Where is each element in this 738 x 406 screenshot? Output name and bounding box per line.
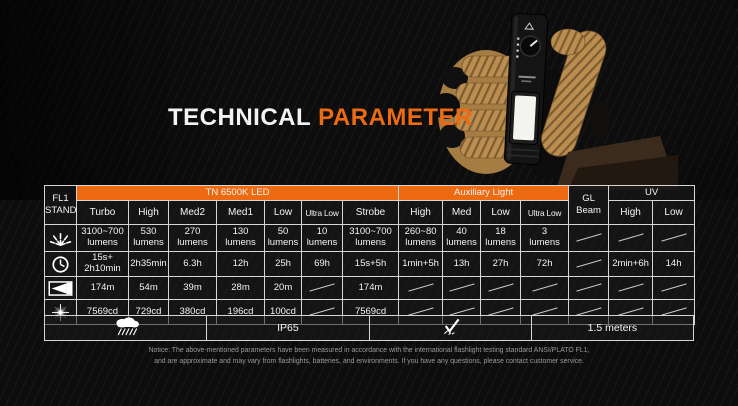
spec-value-cell: 27h [480, 251, 522, 277]
not-applicable-slash [448, 283, 475, 292]
gl-beam-header: GL Beam [568, 185, 610, 225]
notice-text: Notice: The above-mentioned parameters h… [148, 347, 590, 366]
not-applicable-slash [407, 283, 434, 292]
uv-group-header: UV [608, 185, 696, 201]
spec-value-cell: 15s+5h [341, 251, 400, 277]
spec-empty-cell [652, 224, 696, 252]
summary-strip: IP65 1.5 meters [44, 315, 694, 341]
ip-rating-cell: IP65 [206, 316, 368, 340]
impact-cell [368, 316, 531, 340]
spec-value-cell: 530 lumens [128, 224, 169, 252]
spec-value-cell: 39m [168, 276, 217, 300]
spec-empty-cell [568, 251, 610, 277]
spec-empty-cell [568, 224, 610, 252]
not-applicable-slash [575, 283, 602, 292]
mode-header: Ultra Low [301, 200, 343, 225]
spec-value-cell: 3100~700 lumens [341, 224, 400, 252]
mode-header: Ultra Low [520, 200, 570, 225]
impact-resistance-check-icon [439, 317, 462, 339]
runtime-clock-icon [44, 251, 77, 277]
not-applicable-slash [617, 233, 644, 242]
spec-value-cell: 50 lumens [264, 224, 302, 252]
spec-value-cell: 12h [216, 251, 265, 277]
not-applicable-slash [617, 283, 644, 292]
spec-value-cell: 28m [216, 276, 265, 300]
mode-header: Strobe [341, 200, 400, 225]
not-applicable-slash [487, 283, 514, 292]
page-title: TECHNICAL PARAMETER [168, 104, 473, 132]
spec-empty-cell [520, 276, 570, 300]
mode-header: High [398, 200, 444, 225]
spec-value-cell: 69h [301, 251, 343, 277]
spec-value-cell: 260~80 lumens [398, 224, 444, 252]
spec-empty-cell [608, 276, 654, 300]
spec-empty-cell [301, 276, 343, 300]
spec-empty-cell [608, 224, 654, 252]
spec-value-cell: 3 lumens [520, 224, 570, 252]
mode-header: High [608, 200, 654, 225]
spec-value-cell: 3100~700 lumens [76, 224, 129, 252]
rain-weather-icon [111, 316, 141, 340]
spec-table-body: 3100~700 lumens 530 lumens 270 lumens 130 l… [44, 224, 696, 325]
not-applicable-slash [575, 259, 602, 268]
spec-value-cell: 40 lumens [442, 224, 482, 252]
spec-value-cell: 270 lumens [168, 224, 217, 252]
product-photo [432, 12, 678, 190]
spec-value-cell: 10 lumens [301, 224, 343, 252]
brightness-icon [44, 224, 77, 252]
spec-value-cell: 2h35min [128, 251, 169, 277]
spec-empty-cell [652, 276, 696, 300]
spec-empty-cell [568, 276, 610, 300]
spec-value-cell: 20m [264, 276, 302, 300]
spec-value-cell: 6.3h [168, 251, 217, 277]
waterproof-cell [45, 316, 206, 340]
page-title-orange: PARAMETER [318, 104, 473, 131]
page-title-white: TECHNICAL [168, 104, 312, 131]
spec-value-cell: 25h [264, 251, 302, 277]
spec-value-cell: 18 lumens [480, 224, 522, 252]
mode-header: Turbo [76, 200, 129, 225]
mode-header: High [128, 200, 169, 225]
spec-value-cell: 14h [652, 251, 696, 277]
spec-value-cell: 2min+6h [608, 251, 654, 277]
auxiliary-light-group-header: Auxiliary Light [398, 185, 570, 201]
spec-value-cell: 15s+ 2h10min [76, 251, 129, 277]
not-applicable-slash [309, 283, 335, 292]
mode-header: Med2 [168, 200, 217, 225]
spec-value-cell: 174m [76, 276, 129, 300]
not-applicable-slash [575, 233, 602, 242]
spec-value-cell: 130 lumens [216, 224, 265, 252]
not-applicable-slash [531, 283, 558, 292]
not-applicable-slash [660, 233, 687, 242]
flashlight-body [503, 12, 549, 166]
spec-value-cell: 1min+5h [398, 251, 444, 277]
spec-empty-cell [442, 276, 482, 300]
mode-header: Med1 [216, 200, 265, 225]
mode-header: Low [480, 200, 522, 225]
mode-header: Low [264, 200, 302, 225]
spec-value-cell: 54m [128, 276, 169, 300]
led-group-header: TN 6500K LED [75, 185, 400, 201]
beam-distance-icon [44, 276, 77, 300]
fl1-standard-header: FL1 STANDARD [44, 185, 77, 225]
spec-value-cell: 13h [442, 251, 482, 277]
spec-empty-cell [398, 276, 444, 300]
spec-value-cell: 174m [341, 276, 400, 300]
mode-header: Low [652, 200, 696, 225]
spec-value-cell: 72h [520, 251, 570, 277]
not-applicable-slash [660, 283, 687, 292]
mode-header: Med [442, 200, 482, 225]
drop-height-cell: 1.5 meters [530, 316, 693, 340]
led-panel [512, 95, 537, 141]
spec-empty-cell [480, 276, 522, 300]
